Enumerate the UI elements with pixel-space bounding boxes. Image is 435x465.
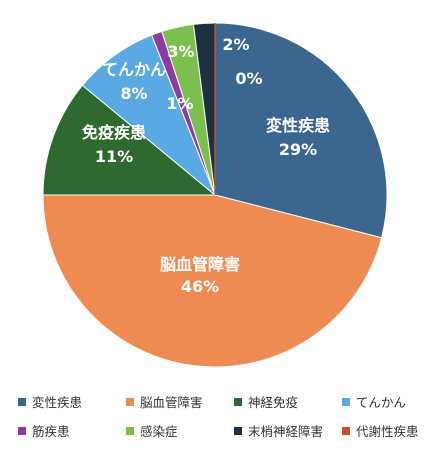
slice-percent-label: 3% bbox=[167, 42, 194, 61]
legend-label: 筋疾患 bbox=[32, 424, 70, 439]
legend-swatch bbox=[18, 426, 26, 435]
pie-labels: 変性疾患 29% 脳血管障害 46% 免疫疾患 11% てんかん 8% 1% 3% 2% 0% bbox=[82, 35, 330, 296]
slice-percent-label: 0% bbox=[235, 69, 262, 88]
slice-1 bbox=[42, 194, 383, 368]
slice-0 bbox=[214, 22, 388, 239]
legend-item: 筋疾患 bbox=[18, 421, 126, 440]
slice-percent-label: 8% bbox=[120, 84, 147, 103]
slice-percent-label: 29% bbox=[279, 140, 317, 159]
legend-swatch bbox=[234, 426, 242, 435]
legend-label: 変性疾患 bbox=[32, 395, 83, 410]
legend-swatch bbox=[18, 397, 26, 406]
legend-label: てんかん bbox=[356, 395, 407, 410]
legend-item: 神経免疫 bbox=[234, 392, 342, 411]
legend: 変性疾患 脳血管障害 神経免疫 てんかん筋疾患 感染症 末梢神経障害 代謝性疾患 bbox=[18, 392, 428, 440]
pie-chart: 変性疾患 29% 脳血管障害 46% 免疫疾患 11% てんかん 8% 1% 3% 2% 0% bbox=[42, 22, 388, 368]
legend-swatch bbox=[234, 397, 242, 406]
slice-percent-label: 2% bbox=[222, 35, 249, 54]
legend-item: 変性疾患 bbox=[18, 392, 126, 411]
legend-label: 末梢神経障害 bbox=[248, 424, 324, 439]
legend-label: 感染症 bbox=[140, 424, 178, 439]
pie-slices bbox=[42, 22, 388, 368]
legend-swatch bbox=[126, 426, 134, 435]
slice-2 bbox=[42, 84, 217, 196]
legend-swatch bbox=[342, 397, 350, 406]
legend-item: 脳血管障害 bbox=[126, 392, 234, 411]
legend-item: 代謝性疾患 bbox=[342, 421, 422, 440]
legend-swatch bbox=[126, 397, 134, 406]
slice-name-label: 脳血管障害 bbox=[160, 255, 240, 274]
legend-item: てんかん bbox=[342, 392, 422, 411]
legend-label: 脳血管障害 bbox=[140, 395, 203, 410]
slice-percent-label: 46% bbox=[181, 277, 219, 296]
legend-swatch bbox=[342, 426, 350, 435]
slice-percent-label: 1% bbox=[166, 94, 193, 113]
slice-name-label: 変性疾患 bbox=[266, 116, 330, 135]
legend-item: 感染症 bbox=[126, 421, 234, 440]
legend-item: 末梢神経障害 bbox=[234, 421, 342, 440]
slice-name-label: てんかん bbox=[102, 60, 166, 79]
slice-percent-label: 11% bbox=[95, 147, 133, 166]
legend-label: 神経免疫 bbox=[248, 395, 299, 410]
legend-label: 代謝性疾患 bbox=[356, 424, 419, 439]
slice-name-label: 免疫疾患 bbox=[82, 123, 146, 142]
